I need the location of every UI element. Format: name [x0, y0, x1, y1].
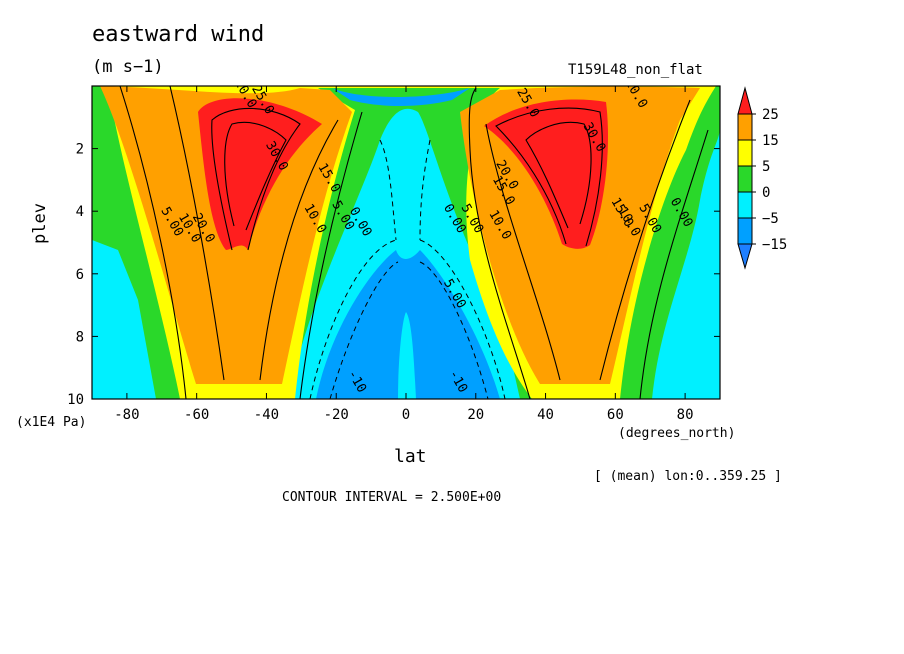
contour-line-0 — [119, 86, 187, 399]
axes: -80 -60 -40 -20 0 20 40 60 80 2 4 6 8 10 — [67, 86, 720, 423]
y-tick-label: 8 — [76, 329, 84, 345]
contour-line-4 — [169, 86, 225, 381]
contour-line-3 — [639, 129, 709, 399]
contour-line-2 — [468, 87, 531, 399]
contour-dashed-2 — [329, 261, 399, 399]
y-tick-label: 6 — [76, 267, 84, 283]
run-id-label: T159L48_non_flat — [568, 62, 703, 78]
legend-top-arrow — [737, 86, 753, 115]
contour-line-11 — [525, 121, 592, 229]
x-tick-label: -60 — [184, 407, 209, 423]
legend-swatch-0 — [737, 113, 753, 141]
contour-line-10 — [224, 122, 287, 231]
contour-dashed-5 — [419, 139, 431, 241]
x-tick-label: 80 — [677, 407, 694, 423]
x-axis-label: lat — [394, 446, 427, 467]
contour-line-6 — [485, 123, 561, 381]
contour-line-5 — [259, 119, 339, 381]
contour-line-1 — [299, 111, 363, 399]
legend-swatch-2 — [737, 165, 753, 193]
chart-title: eastward wind — [92, 22, 265, 47]
legend-swatch-1 — [737, 139, 753, 167]
y-tick-label: 10 — [67, 392, 84, 408]
contour-dashed-3 — [419, 261, 489, 399]
color-legend: 25 15 5 0 −5 −15 — [737, 86, 787, 270]
x-tick-label: 40 — [537, 407, 554, 423]
x-tick-label: -20 — [324, 407, 349, 423]
top-negative-pool — [332, 88, 470, 106]
x-tick-label: -80 — [114, 407, 139, 423]
legend-label: 5 — [762, 159, 770, 175]
legend-bottom-arrow — [737, 243, 753, 270]
y-tick-label: 4 — [76, 204, 84, 220]
contour-line-7 — [599, 99, 691, 381]
contour-lines — [119, 86, 709, 399]
x-axis-unit: (degrees_north) — [618, 426, 736, 441]
contour-line-8 — [211, 107, 301, 251]
y-tick-label: 2 — [76, 142, 84, 158]
core-north — [484, 99, 609, 249]
x-tick-label: -40 — [254, 407, 279, 423]
legend-label: 15 — [762, 133, 779, 149]
contour-interval-note: CONTOUR INTERVAL = 2.500E+00 — [282, 490, 502, 505]
y-axis-unit: (x1E4 Pa) — [16, 415, 87, 430]
x-tick-label: 60 — [607, 407, 624, 423]
x-tick-label: 20 — [467, 407, 484, 423]
legend-swatch-4 — [737, 217, 753, 245]
legend-label: 25 — [762, 107, 779, 123]
contour-dashed-1 — [419, 239, 506, 399]
x-tick-label: 0 — [402, 407, 410, 423]
legend-swatch-3 — [737, 191, 753, 219]
chart-units: (m s−1) — [92, 57, 164, 77]
mean-note: [ (mean) lon:0..359.25 ] — [594, 469, 782, 484]
legend-label: −5 — [762, 211, 779, 227]
contour-line-9 — [495, 107, 603, 247]
contour-dashed-0 — [309, 239, 397, 399]
contour-fills — [92, 86, 720, 399]
legend-label: −15 — [762, 237, 787, 253]
central-tongue — [398, 312, 416, 399]
legend-label: 0 — [762, 185, 770, 201]
